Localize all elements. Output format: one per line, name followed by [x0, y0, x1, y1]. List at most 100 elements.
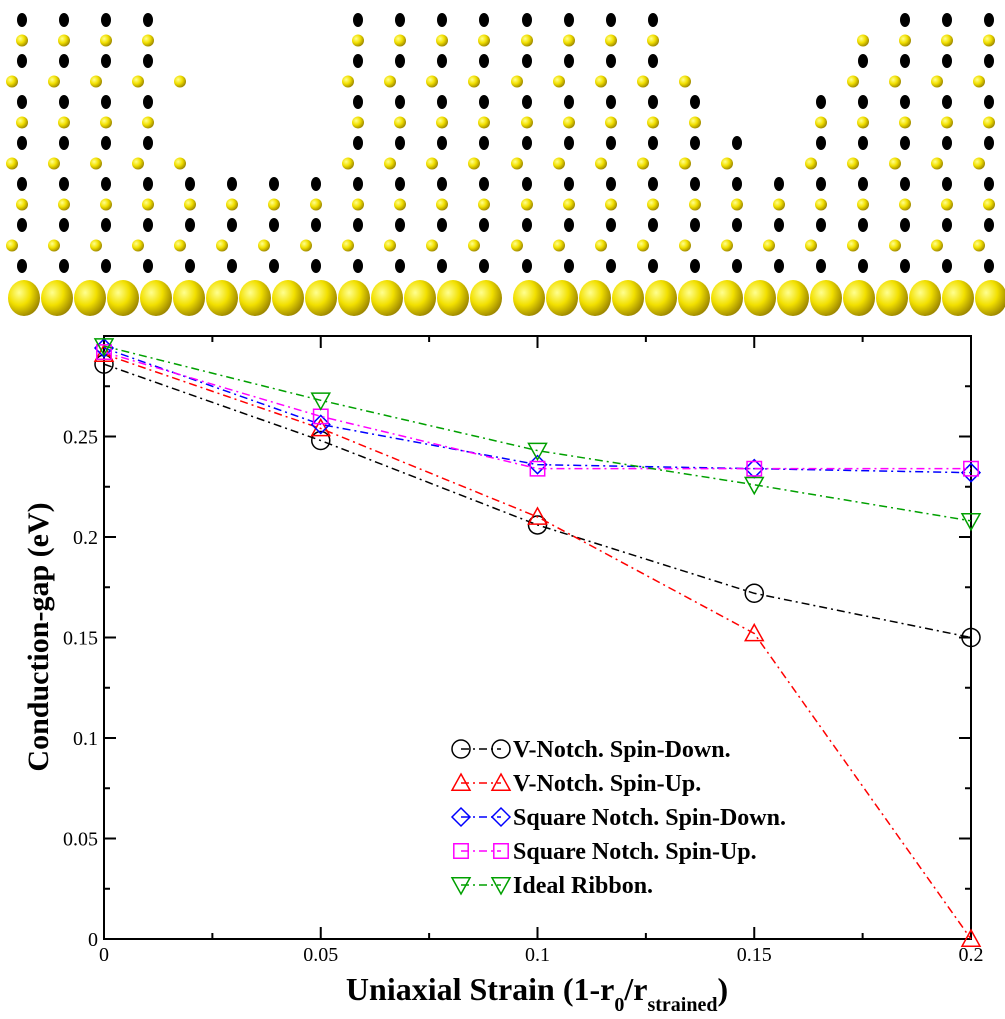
carbon-atom [59, 136, 69, 150]
y-tick-label: 0.1 [73, 728, 98, 750]
marker [451, 739, 471, 759]
hydrogen-atom [773, 198, 785, 211]
carbon-atom [17, 218, 27, 232]
y-axis-label: Conduction-gap (eV) [22, 502, 55, 771]
edge-atom [777, 280, 809, 316]
hydrogen-atom [679, 75, 691, 88]
hydrogen-atom [48, 75, 60, 88]
hydrogen-atom [763, 239, 775, 252]
hydrogen-atom [511, 239, 523, 252]
hydrogen-atom [384, 239, 396, 252]
hydrogen-atom [300, 239, 312, 252]
hydrogen-atom [931, 75, 943, 88]
hydrogen-atom [436, 116, 448, 129]
marker [310, 417, 332, 437]
carbon-atom [437, 259, 447, 273]
hydrogen-atom [478, 116, 490, 129]
hydrogen-atom [679, 239, 691, 252]
carbon-atom [984, 136, 994, 150]
carbon-atom [984, 218, 994, 232]
carbon-atom [648, 259, 658, 273]
hydrogen-atom [184, 198, 196, 211]
hydrogen-atom [595, 239, 607, 252]
carbon-atom [353, 54, 363, 68]
hydrogen-atom [90, 157, 102, 170]
carbon-atom [606, 136, 616, 150]
carbon-atom [564, 177, 574, 191]
x-tick-label: 0.1 [525, 944, 550, 966]
hydrogen-atom [931, 239, 943, 252]
edge-atom [645, 280, 677, 316]
hydrogen-atom [857, 198, 869, 211]
hydrogen-atom [132, 239, 144, 252]
carbon-atom [395, 136, 405, 150]
carbon-atom [606, 95, 616, 109]
carbon-atom [479, 177, 489, 191]
edge-atom [404, 280, 436, 316]
edge-atom [74, 280, 106, 316]
hydrogen-atom [142, 116, 154, 129]
carbon-atom [564, 13, 574, 27]
carbon-atom [522, 54, 532, 68]
hydrogen-atom [857, 116, 869, 129]
hydrogen-atom [258, 239, 270, 252]
carbon-atom [479, 218, 489, 232]
carbon-atom [479, 13, 489, 27]
hydrogen-atom [100, 34, 112, 47]
hydrogen-atom [983, 34, 995, 47]
carbon-atom [648, 54, 658, 68]
carbon-atom [984, 177, 994, 191]
carbon-atom [437, 177, 447, 191]
carbon-atom [395, 95, 405, 109]
hydrogen-atom [468, 157, 480, 170]
carbon-atom [143, 259, 153, 273]
marker [529, 460, 546, 477]
hydrogen-atom [268, 198, 280, 211]
hydrogen-atom [90, 75, 102, 88]
carbon-atom [648, 95, 658, 109]
hydrogen-atom [511, 157, 523, 170]
hydrogen-atom [216, 239, 228, 252]
hydrogen-atom [132, 75, 144, 88]
hydrogen-atom [889, 75, 901, 88]
hydrogen-atom [478, 198, 490, 211]
carbon-atom [479, 54, 489, 68]
hydrogen-atom [342, 157, 354, 170]
x-axis-label-part: 0 [614, 994, 624, 1016]
carbon-atom [690, 177, 700, 191]
hydrogen-atom [436, 34, 448, 47]
x-axis-label-part: ) [717, 971, 728, 1007]
carbon-atom [606, 54, 616, 68]
carbon-atom [479, 95, 489, 109]
series-line [103, 345, 972, 522]
hydrogen-atom [605, 198, 617, 211]
hydrogen-atom [647, 116, 659, 129]
hydrogen-atom [647, 198, 659, 211]
marker [450, 806, 472, 828]
carbon-atom [942, 259, 952, 273]
hydrogen-atom [384, 157, 396, 170]
carbon-atom [395, 218, 405, 232]
marker [491, 739, 511, 759]
hydrogen-atom [100, 116, 112, 129]
carbon-atom [395, 54, 405, 68]
edge-atom [810, 280, 842, 316]
hydrogen-atom [847, 239, 859, 252]
hydrogen-atom [983, 116, 995, 129]
hydrogen-atom [847, 75, 859, 88]
carbon-atom [437, 95, 447, 109]
edge-atom [272, 280, 304, 316]
carbon-atom [353, 177, 363, 191]
carbon-atom [858, 136, 868, 150]
carbon-atom [17, 259, 27, 273]
carbon-atom [353, 259, 363, 273]
marker [527, 442, 548, 462]
carbon-atom [732, 136, 742, 150]
hydrogen-atom [468, 75, 480, 88]
carbon-atom [59, 95, 69, 109]
hydrogen-atom [58, 34, 70, 47]
hydrogen-atom [6, 157, 18, 170]
carbon-atom [353, 136, 363, 150]
hydrogen-atom [58, 198, 70, 211]
marker [450, 772, 472, 791]
